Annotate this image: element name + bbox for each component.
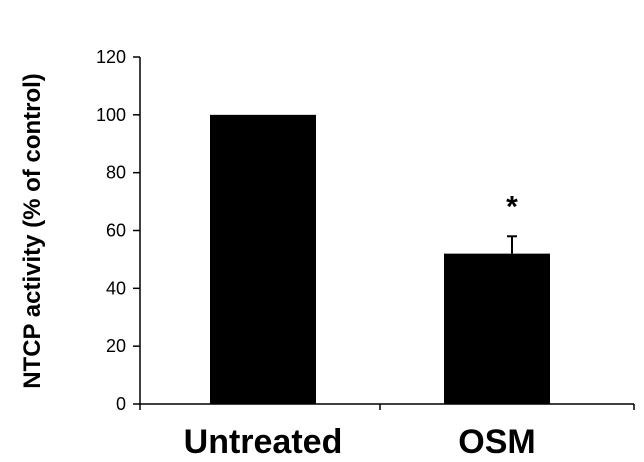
y-tick-label: 80 [106, 163, 126, 183]
bars [210, 114, 550, 404]
y-ticks: 0 20 40 60 80 100 120 [96, 47, 140, 414]
category-label: OSM [458, 423, 535, 461]
significance-marker: * [506, 190, 518, 223]
y-tick-label: 60 [106, 221, 126, 241]
y-tick-label: 100 [96, 105, 126, 125]
y-tick-label: 20 [106, 336, 126, 356]
y-tick-label: 0 [116, 394, 126, 414]
bar-untreated [210, 114, 316, 404]
y-axis-label: NTCP activity (% of control) [19, 73, 46, 389]
y-tick-label: 40 [106, 278, 126, 298]
category-labels: Untreated OSM [184, 423, 536, 461]
bar-osm [444, 253, 550, 404]
annotations: * [506, 190, 518, 223]
y-tick-label: 120 [96, 47, 126, 67]
category-label: Untreated [184, 423, 343, 461]
